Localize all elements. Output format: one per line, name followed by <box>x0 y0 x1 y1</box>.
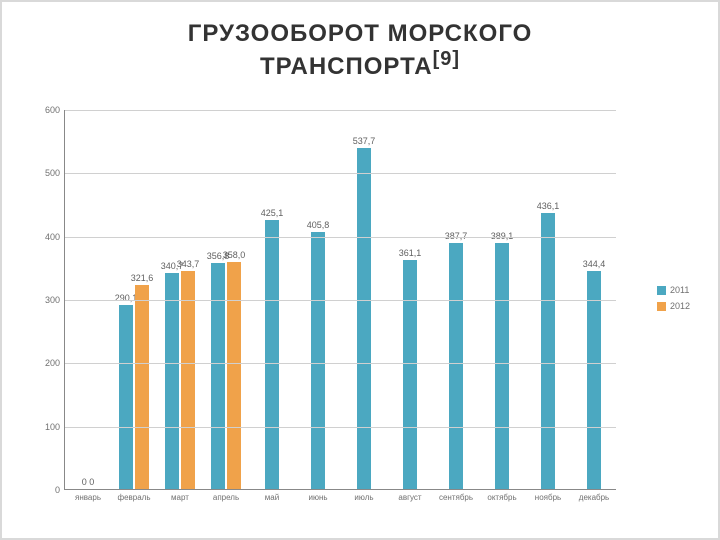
gridline <box>65 427 616 428</box>
data-label: 361,1 <box>399 248 422 258</box>
bar <box>119 305 133 489</box>
data-label: 425,1 <box>261 208 284 218</box>
bar <box>135 285 149 489</box>
bar <box>541 213 555 489</box>
data-label: 344,4 <box>583 259 606 269</box>
gridline <box>65 363 616 364</box>
title-line-1: ГРУЗООБОРОТ МОРСКОГО <box>188 20 533 47</box>
bar <box>311 232 325 489</box>
legend-item: 2011 <box>657 285 690 295</box>
gridline <box>65 237 616 238</box>
bar <box>403 260 417 489</box>
bar <box>495 243 509 489</box>
data-label: 321,6 <box>131 273 154 283</box>
bar <box>181 271 195 489</box>
data-label: 0 0 <box>82 477 95 487</box>
bar <box>449 243 463 489</box>
x-tick-label: апрель <box>213 493 239 502</box>
plot-area: 0 0290,1321,6340,7343,7356,8358,0425,140… <box>64 110 616 490</box>
data-label: 290,1 <box>115 293 138 303</box>
legend: 2011 2012 <box>657 285 690 317</box>
x-tick-label: октябрь <box>487 493 516 502</box>
bar <box>265 220 279 489</box>
legend-swatch <box>657 286 666 295</box>
title-ref: [9] <box>433 48 460 70</box>
legend-item: 2012 <box>657 301 690 311</box>
y-tick-label: 0 <box>55 485 60 495</box>
bar <box>227 262 241 489</box>
page-title: ГРУЗООБОРОТ МОРСКОГО ТРАНСПОРТА[9] <box>2 20 718 80</box>
legend-label: 2011 <box>670 285 689 295</box>
y-tick-label: 500 <box>45 168 60 178</box>
y-tick-label: 300 <box>45 295 60 305</box>
gridline <box>65 110 616 111</box>
data-label: 405,8 <box>307 220 330 230</box>
bar <box>587 271 601 489</box>
x-tick-label: декабрь <box>579 493 609 502</box>
x-tick-label: июль <box>354 493 373 502</box>
x-tick-label: сентябрь <box>439 493 473 502</box>
x-tick-label: январь <box>75 493 101 502</box>
data-label: 358,0 <box>223 250 246 260</box>
bar <box>211 263 225 489</box>
x-tick-label: март <box>171 493 189 502</box>
x-tick-label: ноябрь <box>535 493 561 502</box>
x-tick-label: февраль <box>117 493 150 502</box>
data-label: 343,7 <box>177 259 200 269</box>
data-label: 436,1 <box>537 201 560 211</box>
x-tick-label: август <box>398 493 421 502</box>
gridline <box>65 300 616 301</box>
y-tick-label: 200 <box>45 358 60 368</box>
bar <box>165 273 179 489</box>
data-label: 389,1 <box>491 231 514 241</box>
chart: 0 0290,1321,6340,7343,7356,8358,0425,140… <box>32 110 692 520</box>
gridline <box>65 173 616 174</box>
title-line-2: ТРАНСПОРТА <box>260 53 433 80</box>
legend-label: 2012 <box>670 301 690 311</box>
x-tick-label: июнь <box>308 493 327 502</box>
y-tick-label: 600 <box>45 105 60 115</box>
y-tick-label: 100 <box>45 422 60 432</box>
y-tick-label: 400 <box>45 232 60 242</box>
x-tick-label: май <box>265 493 279 502</box>
legend-swatch <box>657 302 666 311</box>
data-label: 537,7 <box>353 136 376 146</box>
bar <box>357 148 371 489</box>
slide: ГРУЗООБОРОТ МОРСКОГО ТРАНСПОРТА[9] 0 0 29… <box>0 0 720 540</box>
